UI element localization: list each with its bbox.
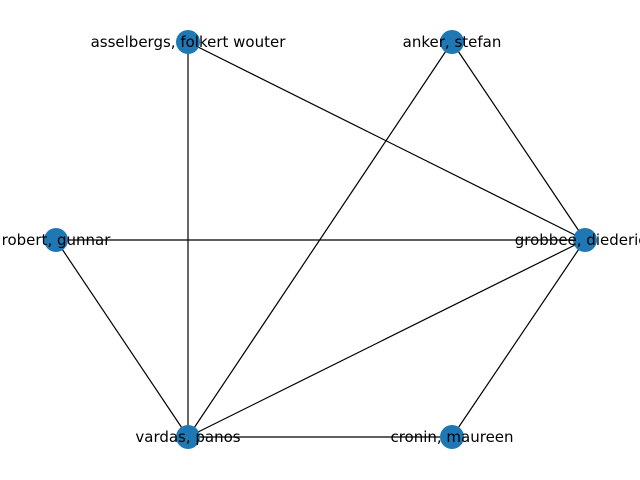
node-label-asselbergs: asselbergs, folkert wouter: [91, 33, 287, 51]
node-anker: [440, 30, 464, 54]
edge-robert-vardas: [55, 239, 189, 438]
edges-layer: [55, 41, 586, 438]
node-cronin: [440, 425, 464, 449]
node-grobbee: [573, 228, 597, 252]
nodes-layer: [44, 30, 597, 449]
node-robert: [44, 228, 68, 252]
node-asselbergs: [176, 30, 200, 54]
node-label-grobbee: grobbee, diederick: [515, 231, 640, 249]
labels-layer: asselbergs, folkert wouter anker, stefan g…: [2, 33, 640, 446]
edge-grobbee-cronin: [451, 239, 586, 438]
node-label-robert: robert, gunnar: [2, 231, 112, 249]
edge-grobbee-vardas: [187, 239, 586, 438]
node-vardas: [176, 425, 200, 449]
edge-anker-grobbee: [451, 41, 586, 241]
node-label-cronin: cronin, maureen: [390, 428, 513, 446]
node-label-anker: anker, stefan: [403, 33, 502, 51]
node-label-vardas: vardas, panos: [135, 428, 240, 446]
